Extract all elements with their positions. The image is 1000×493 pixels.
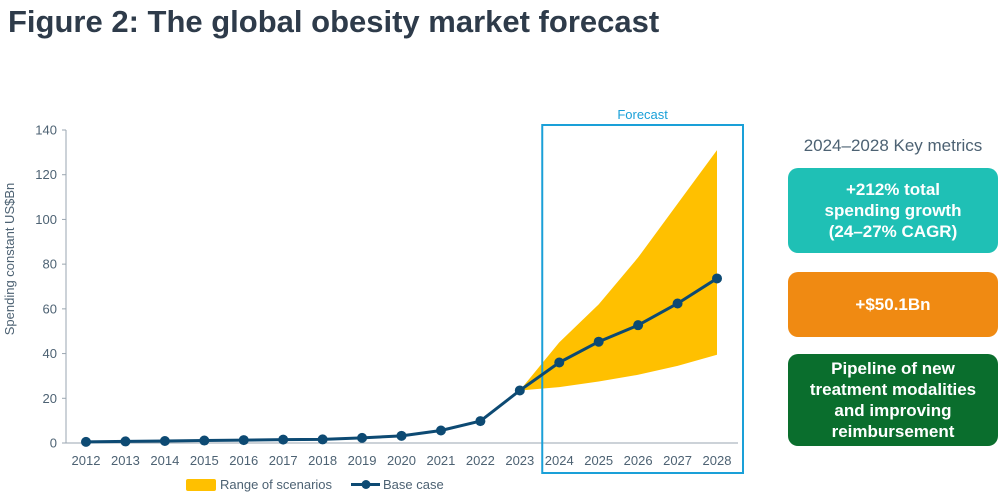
x-tick-label: 2027: [663, 453, 692, 468]
base-case-point: [396, 430, 407, 441]
base-case-point: [81, 436, 91, 447]
scenario-range-area: [519, 150, 717, 391]
figure-title: Figure 2: The global obesity market fore…: [8, 4, 660, 39]
x-tick-label: 2012: [72, 453, 101, 468]
y-tick-label: 40: [43, 346, 57, 361]
metric-pipeline: Pipeline of new treatment modalities and…: [788, 354, 998, 446]
legend-base-marker: [361, 480, 371, 489]
x-tick-label: 2018: [308, 453, 337, 468]
base-case-point: [514, 385, 525, 396]
legend-layer: Range of scenarios Base case: [186, 477, 444, 492]
axes-layer: 0 20 40 60 80 100 120 140 2012 2013 2014 2015 2016 20…: [2, 123, 738, 468]
x-tick-label: 2026: [624, 453, 653, 468]
base-case-point: [199, 435, 210, 446]
y-axis-label: Spending constant US$Bn: [2, 183, 17, 336]
base-case-point: [554, 357, 565, 368]
legend-base-label: Base case: [383, 477, 444, 492]
metric-spending-growth: +212% total spending growth (24–27% CAGR…: [788, 168, 998, 253]
base-case-point: [278, 434, 289, 445]
x-tick-label: 2021: [426, 453, 455, 468]
base-case-point: [317, 434, 328, 445]
metrics-heading: 2024–2028 Key metrics: [803, 136, 983, 155]
base-case-point: [159, 435, 170, 446]
x-tick-label: 2017: [269, 453, 298, 468]
forecast-box: [541, 124, 744, 474]
legend-range-swatch: [186, 479, 216, 491]
x-tick-label: 2023: [505, 453, 534, 468]
x-tick-label: 2015: [190, 453, 219, 468]
line-layer: [81, 273, 722, 447]
y-tick-label: 20: [43, 391, 57, 406]
base-case-point: [238, 435, 249, 446]
base-case-point: [435, 425, 446, 436]
x-tick-label: 2025: [584, 453, 613, 468]
base-case-point: [633, 320, 644, 331]
y-tick-label: 60: [43, 301, 57, 316]
x-tick-label: 2024: [545, 453, 574, 468]
y-tick-label: 100: [35, 212, 57, 227]
base-case-point: [475, 416, 486, 427]
x-tick-label: 2016: [229, 453, 258, 468]
metric-spending-increase: +$50.1Bn: [788, 272, 998, 337]
x-tick-label: 2020: [387, 453, 416, 468]
base-case-point: [120, 436, 131, 447]
x-tick-label: 2028: [703, 453, 732, 468]
x-tick-label: 2014: [150, 453, 179, 468]
base-case-point: [712, 273, 722, 284]
range-layer: [519, 150, 717, 391]
x-tick-label: 2022: [466, 453, 495, 468]
y-tick-label: 80: [43, 257, 57, 272]
base-case-point: [357, 432, 368, 443]
base-case-point: [672, 298, 683, 309]
x-tick-label: 2019: [348, 453, 377, 468]
y-tick-label: 120: [35, 167, 57, 182]
forecast-label: Forecast: [617, 107, 668, 122]
x-tick-label: 2013: [111, 453, 140, 468]
legend-range-label: Range of scenarios: [220, 477, 333, 492]
forecast-layer: Forecast: [541, 107, 744, 474]
y-tick-label: 140: [35, 123, 57, 138]
y-tick-label: 0: [50, 436, 57, 451]
base-case-point: [593, 336, 604, 347]
